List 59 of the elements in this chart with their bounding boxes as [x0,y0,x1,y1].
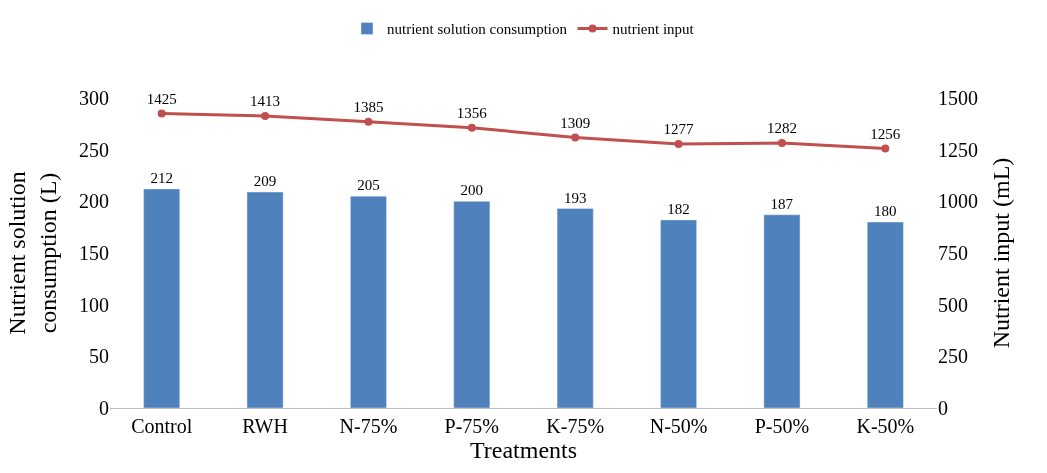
y2-tick-label: 750 [938,242,968,264]
data-label: 182 [667,200,690,217]
data-label: 1277 [663,121,695,138]
data-label: 1256 [870,125,901,142]
data-label: 1385 [353,99,384,116]
y2-tick-label: 0 [938,397,948,419]
point [881,144,890,153]
point [571,133,580,142]
y2-tick-label: 1500 [938,87,978,109]
legend-label: nutrient solution consumption [387,21,568,38]
legend-label: nutrient input [612,21,695,38]
bar [556,208,594,408]
y-tick-label: 200 [79,190,109,213]
data-label: 180 [874,203,897,219]
data-label: 1309 [560,114,591,131]
x-tick-label: N-75% [339,415,398,437]
data-label: 193 [563,189,587,206]
point [674,140,683,149]
x-tick-label: P-50% [754,415,810,437]
bar [453,201,491,408]
y-tick-label: 0 [99,397,109,419]
y2-axis-title: Nutrient input (mL) [988,157,1015,349]
y2-tick-label: 500 [938,293,968,316]
x-tick-label: P-75% [444,415,500,437]
bar [866,221,904,408]
y-tick-label: 250 [79,138,109,161]
data-label: 1282 [766,120,797,137]
x-tick-label: N-50% [649,415,708,437]
x-tick-label: Control [131,415,193,437]
point [777,139,786,148]
point [467,123,476,132]
data-label: 200 [460,182,484,199]
data-label: 209 [253,173,277,190]
data-label: 187 [770,195,794,212]
x-tick-label: K-75% [546,415,605,437]
y-tick-label: 300 [79,87,109,109]
x-tick-label: K-50% [856,415,915,437]
point [157,109,166,118]
y-tick-label: 100 [79,293,109,316]
y-tick-label: 50 [89,345,109,368]
y2-tick-label: 1250 [938,138,978,161]
y-tick-label: 150 [79,242,109,264]
data-label: 1413 [250,93,281,110]
bar [350,195,387,408]
point [364,117,373,126]
y2-tick-label: 1000 [938,190,978,213]
x-tick-label: RWH [242,415,288,437]
y-axis-title: Nutrient solution consumption (L) [3,171,62,335]
data-label: 212 [150,169,173,186]
bar [660,219,697,408]
point [261,111,270,120]
x-axis-title: Treatments [469,437,578,463]
bar [246,191,284,408]
data-label: 1425 [146,90,177,107]
data-label: 205 [357,177,380,194]
bar [763,214,801,408]
bar [143,188,181,408]
data-label: 1356 [456,105,488,122]
y2-tick-label: 250 [938,345,968,368]
